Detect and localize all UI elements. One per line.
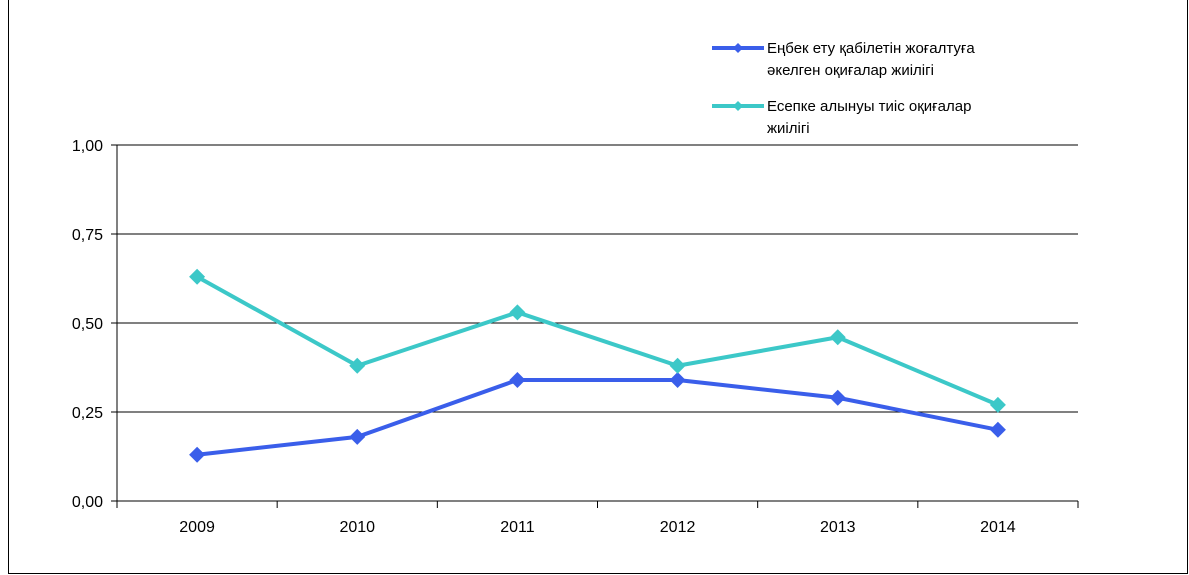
- series-1-point: [509, 371, 526, 388]
- x-tick-label: 2010: [339, 519, 375, 536]
- x-tick-label: 2013: [820, 519, 856, 536]
- legend-marker-1: [733, 43, 743, 53]
- axes: [111, 144, 1079, 508]
- x-tick-label: 2014: [980, 519, 1016, 536]
- series: [189, 268, 1006, 463]
- legend: Еңбек ету қабілетін жоғалтуға әкелген оқи…: [712, 40, 975, 137]
- series-1-point: [829, 389, 846, 406]
- legend-label-1: Еңбек ету қабілетін жоғалтуға: [767, 40, 975, 57]
- series-2-point: [989, 396, 1006, 413]
- series-2-point: [189, 268, 206, 285]
- y-tick-label: 0,50: [72, 316, 103, 333]
- x-tick-label: 2009: [179, 519, 215, 536]
- series-1-point: [349, 428, 366, 445]
- x-tick-label: 2012: [660, 519, 696, 536]
- series-2-point: [509, 304, 526, 321]
- legend-marker-2: [733, 101, 743, 111]
- y-tick-label: 0,25: [72, 405, 103, 422]
- series-2-point: [669, 357, 686, 374]
- gridlines: [117, 144, 1078, 413]
- series-2-point: [829, 329, 846, 346]
- series-1-point: [669, 371, 686, 388]
- legend-label-2: Есепке алынуы тиіс оқиғалар: [767, 98, 971, 115]
- y-tick-label: 0,75: [72, 227, 103, 244]
- x-tick-label: 2011: [500, 519, 535, 536]
- series-1-point: [189, 446, 206, 463]
- series-2-point: [349, 357, 366, 374]
- series-1-point: [989, 421, 1006, 438]
- chart-frame: [8, 0, 1188, 574]
- y-tick-label: 0,00: [72, 494, 103, 511]
- series-line-1: [196, 377, 999, 457]
- legend-label-2: жиілігі: [767, 120, 810, 137]
- series-line-2: [196, 274, 999, 407]
- x-tick-labels: 2009 2010 2011 2012 2013 2014: [179, 519, 1016, 536]
- legend-label-1: әкелген оқиғалар жиілігі: [767, 62, 934, 79]
- y-tick-label: 1,00: [72, 138, 103, 155]
- y-tick-labels: 0,00 0,25 0,50 0,75 1,00: [72, 138, 103, 511]
